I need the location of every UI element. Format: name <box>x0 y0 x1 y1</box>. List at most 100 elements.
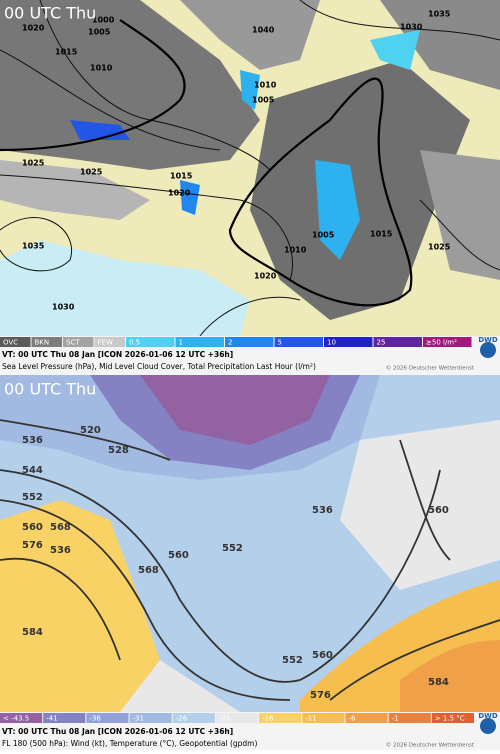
copyright: © 2026 Deutscher Wetterdienst <box>386 742 475 749</box>
legend-label: -1 <box>392 715 399 723</box>
description: Sea Level Pressure (hPa), Mid Level Clou… <box>2 362 316 371</box>
legend-label: -11 <box>305 715 316 723</box>
legend-label: -16 <box>262 715 274 723</box>
time-label: 00 UTC Thu <box>4 380 96 399</box>
caption: VT: 00 UTC Thu 08 Jan [ICON 2026-01-06 1… <box>2 727 233 736</box>
legend-label: -36 <box>89 715 101 723</box>
contour-label: 568 <box>138 565 159 576</box>
contour-label: 528 <box>108 445 129 456</box>
contour-label: 1020 <box>254 272 277 281</box>
contour-label: 1015 <box>55 48 78 57</box>
legend-swatch <box>274 337 323 347</box>
legend-label: < -43.5 <box>3 715 29 723</box>
contour-label: 1025 <box>80 168 103 177</box>
contour-label: 1030 <box>52 303 75 312</box>
logo: DWD <box>478 712 498 720</box>
copyright: © 2026 Deutscher Wetterdienst <box>386 365 475 372</box>
contour-label: 560 <box>22 522 43 533</box>
pressure-labels: 1000 1005 1010 1015 1020 1025 1025 1020 … <box>22 10 451 312</box>
legend-swatch <box>423 337 472 347</box>
legend-swatch <box>126 337 175 347</box>
contour-label: 1030 <box>400 23 423 32</box>
legend-label: 0.5 <box>129 339 140 347</box>
contour-label: 576 <box>22 540 43 551</box>
legend-label: 10 <box>327 339 336 347</box>
legend-label: ≥50 l/m² <box>426 339 457 347</box>
contour-label: 1005 <box>252 96 275 105</box>
contour-label: 1020 <box>22 24 45 33</box>
legend-swatch <box>63 337 94 347</box>
contour-label: 1025 <box>428 243 451 252</box>
legend-label: 1 <box>179 339 183 347</box>
legend-label: -41 <box>46 715 57 723</box>
contour-label: 560 <box>312 650 333 661</box>
contour-label: 568 <box>50 522 71 533</box>
contour-label: 1015 <box>370 230 393 239</box>
legend-swatch <box>129 713 172 723</box>
legend-label: -21 <box>219 715 230 723</box>
contour-label: 552 <box>22 492 43 503</box>
legend-swatch <box>94 337 125 347</box>
contour-label: 552 <box>282 655 303 666</box>
contour-label: 544 <box>22 465 43 476</box>
caption: VT: 00 UTC Thu 08 Jan [ICON 2026-01-06 1… <box>2 350 233 359</box>
legend-label: -6 <box>348 715 356 723</box>
contour-label: 1010 <box>254 81 277 90</box>
contour-label: 1010 <box>284 246 307 255</box>
contour-label: 584 <box>22 627 43 638</box>
contour-label: 576 <box>310 690 331 701</box>
legend-swatch <box>172 713 215 723</box>
legend-label: SCT <box>66 339 80 347</box>
legend-label: OVC <box>3 339 18 347</box>
legend-swatch <box>302 713 345 723</box>
description: FL 180 (500 hPa): Wind (kt), Temperature… <box>2 739 257 748</box>
contour-label: 1015 <box>170 172 193 181</box>
legend-swatch <box>373 337 422 347</box>
legend-swatch <box>345 713 388 723</box>
legend-swatch <box>0 713 43 723</box>
contour-label: 552 <box>222 543 243 554</box>
contour-label: 520 <box>80 425 101 436</box>
legend-label: -31 <box>133 715 144 723</box>
contour-label: 560 <box>428 505 449 516</box>
contour-label: 1035 <box>22 242 45 251</box>
legend-swatch <box>324 337 373 347</box>
contour-label: 1000 <box>92 16 115 25</box>
height-labels: 520 528 536 544 552 560 568 576 536 584 … <box>22 425 449 701</box>
contour-label: 1010 <box>90 64 113 73</box>
logo-mark <box>480 718 496 734</box>
time-label: 00 UTC Thu <box>4 4 96 23</box>
contour-label: 536 <box>50 545 71 556</box>
contour-label: 560 <box>168 550 189 561</box>
contour-label: 1040 <box>252 26 275 35</box>
legend-swatch <box>43 713 86 723</box>
legend-label: 2 <box>228 339 232 347</box>
legend-label: -26 <box>176 715 188 723</box>
legend-swatch <box>175 337 224 347</box>
contour-label: 1005 <box>312 231 335 240</box>
logo-mark <box>480 342 496 358</box>
contour-label: 584 <box>428 677 449 688</box>
legend-swatch <box>431 713 474 723</box>
contour-label: 536 <box>22 435 43 446</box>
legend-swatch <box>259 713 302 723</box>
legend-swatch <box>225 337 274 347</box>
contour-label: 1025 <box>22 159 45 168</box>
legend-swatch <box>215 713 259 723</box>
legend-swatch <box>0 337 31 347</box>
legend-label: FEW <box>98 339 113 347</box>
contour-label: 536 <box>312 505 333 516</box>
legend-swatch <box>31 337 62 347</box>
legend-swatch <box>388 713 431 723</box>
legend-label: 5 <box>278 339 282 347</box>
legend-swatch <box>86 713 129 723</box>
legend-label: > 1.5 °C <box>435 715 465 723</box>
contour-label: 1020 <box>168 189 191 198</box>
contour-label: 1005 <box>88 28 111 37</box>
legend-label: 25 <box>377 339 386 347</box>
contour-label: 1035 <box>428 10 451 19</box>
legend-label: BKN <box>35 339 50 347</box>
logo: DWD <box>478 336 498 344</box>
